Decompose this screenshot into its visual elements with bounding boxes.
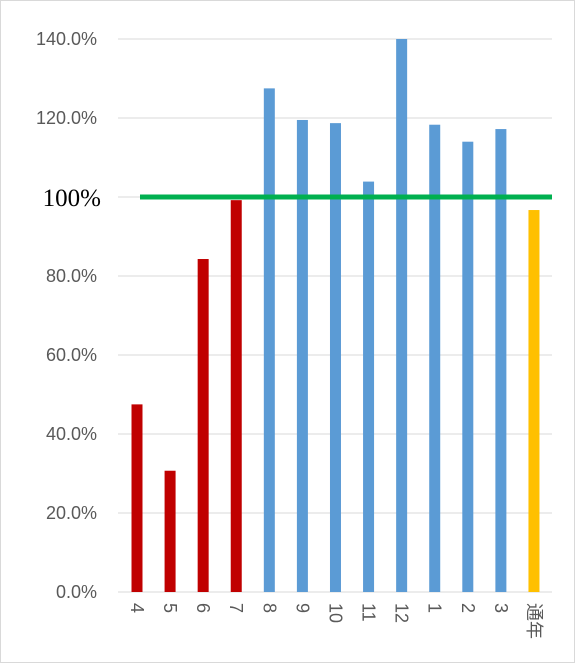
x-tick-label: 通年: [524, 603, 544, 639]
x-tick-label: 3: [491, 603, 511, 613]
reference-line-group: 100%: [43, 185, 552, 212]
x-tick-label: 9: [292, 603, 312, 613]
bar-9: [296, 119, 308, 592]
y-tick-label: 20.0%: [46, 503, 97, 523]
bar-8: [263, 88, 275, 592]
y-tick-label: 120.0%: [36, 108, 97, 128]
bar-4: [131, 404, 143, 592]
reference-line-label: 100%: [43, 185, 101, 212]
bar-通年: [528, 210, 540, 592]
bar-12: [396, 39, 408, 592]
x-tick-label: 7: [226, 603, 246, 613]
x-tick-label: 6: [193, 603, 213, 613]
y-tick-label: 80.0%: [46, 266, 97, 286]
y-tick-label: 40.0%: [46, 424, 97, 444]
bars: [131, 39, 540, 592]
bar-1: [429, 124, 441, 592]
x-tick-label: 10: [325, 603, 345, 623]
x-tick-label: 4: [127, 603, 147, 613]
y-tick-label: 0.0%: [56, 582, 97, 602]
bar-3: [495, 129, 507, 592]
x-tick-label: 12: [392, 603, 412, 623]
x-tick-label: 11: [359, 603, 379, 622]
x-tick-label: 2: [458, 603, 478, 613]
x-tick-label: 5: [160, 603, 180, 613]
y-axis-tick-labels: 0.0% 20.0% 40.0% 60.0% 80.0% 120.0% 140.0%: [36, 29, 97, 602]
x-tick-label: 1: [425, 603, 445, 613]
x-tick-label: 8: [259, 603, 279, 613]
bar-6: [197, 259, 209, 592]
bar-2: [462, 141, 474, 592]
y-tick-label: 140.0%: [36, 29, 97, 49]
bar-5: [164, 470, 176, 592]
y-tick-label: 60.0%: [46, 345, 97, 365]
bar-7: [230, 200, 242, 592]
x-axis-tick-labels: 4 5 6 7 8 9 10 11 12 1 2 3 通年: [127, 603, 544, 639]
bar-11: [363, 181, 375, 592]
bar-10: [329, 123, 341, 592]
